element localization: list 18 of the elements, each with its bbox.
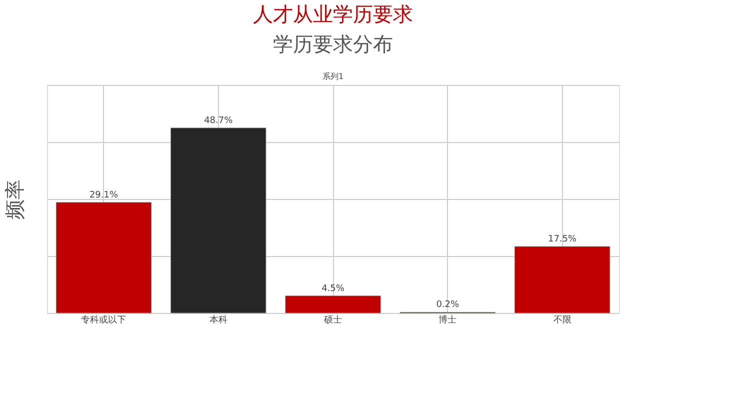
- x-tick-label: 专科或以下: [81, 314, 126, 326]
- data-label: 4.5%: [322, 284, 345, 294]
- x-tick-label: 硕士: [323, 314, 342, 326]
- bar: [170, 128, 266, 314]
- data-label: 0.2%: [436, 300, 460, 310]
- data-label: 17.5%: [548, 234, 577, 244]
- bar: [514, 246, 610, 314]
- data-label: 48.7%: [204, 116, 234, 126]
- chart-subtitle: 学历要求分布: [273, 32, 393, 56]
- data-label: 29.1%: [89, 190, 118, 200]
- x-tick-label: 博士: [438, 314, 457, 326]
- bar: [56, 202, 152, 314]
- y-axis-title: 频率: [2, 180, 26, 220]
- text: 系列1: [322, 72, 344, 81]
- bar: [285, 296, 381, 314]
- x-tick-label: 不限: [553, 316, 572, 326]
- chart-title: 人才从业学历要求: [253, 2, 413, 26]
- x-tick-label: 本科: [209, 314, 228, 326]
